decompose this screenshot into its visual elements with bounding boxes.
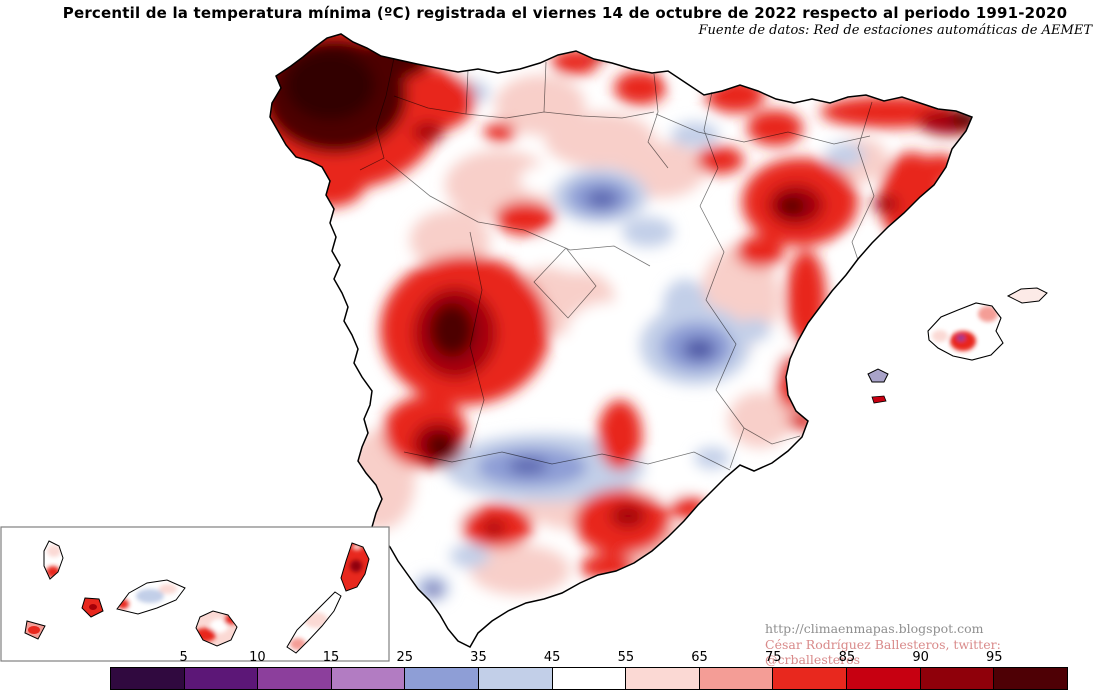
attribution-url: http://climaenmapas.blogspot.com: [765, 621, 984, 636]
legend-segment: [626, 668, 700, 689]
legend-label: 5: [179, 650, 188, 665]
legend-segment: [552, 668, 627, 689]
percentile-legend: 5 10 15 25 35 45 55 65 75 85 90 95: [110, 650, 1068, 690]
balearic-islands: [867, 287, 1048, 404]
legend-segment: [773, 668, 848, 689]
legend-label: 95: [986, 650, 1003, 665]
spain-coastline: [269, 33, 973, 648]
region-borders: [359, 57, 875, 471]
legend-segment: [258, 668, 332, 689]
legend-segment: [111, 668, 185, 689]
legend-bar: [110, 667, 1068, 690]
legend-segment: [994, 668, 1067, 689]
legend-segment: [920, 668, 995, 689]
legend-label: 75: [764, 650, 782, 665]
legend-segment: [847, 668, 921, 689]
legend-label: 90: [912, 650, 929, 665]
legend-label: 25: [396, 650, 414, 665]
legend-label: 35: [470, 650, 487, 665]
legend-label: 45: [543, 650, 561, 665]
data-source-note: Fuente de datos: Red de estaciones autom…: [698, 23, 1093, 38]
legend-segment: [331, 668, 406, 689]
legend-label: 85: [838, 650, 856, 665]
legend-segment: [405, 668, 480, 689]
legend-segment: [479, 668, 553, 689]
legend-segment: [184, 668, 259, 689]
legend-segment: [699, 668, 774, 689]
legend-label: 15: [322, 650, 340, 665]
legend-label: 10: [249, 650, 266, 665]
legend-label: 65: [691, 650, 708, 665]
attribution-author: César Rodríguez Ballesteros, twitter: @c…: [765, 637, 1001, 667]
page-title: Percentil de la temperatura mínima (ºC) …: [62, 4, 1068, 22]
legend-label: 55: [617, 650, 635, 665]
canary-islands-inset: [0, 526, 390, 662]
legend-labels: 5 10 15 25 35 45 55 65 75 85 90 95: [110, 650, 1068, 667]
